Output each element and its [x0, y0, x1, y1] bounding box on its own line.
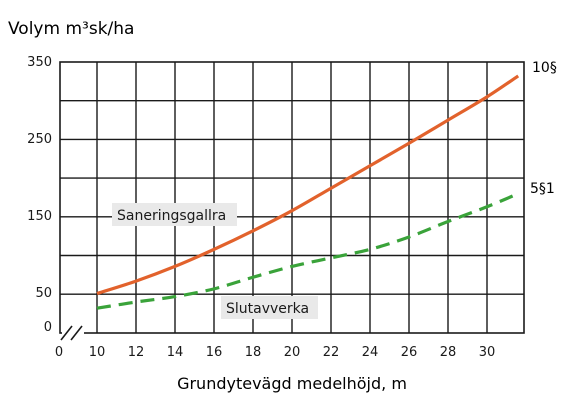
series-label-box-saneringsgallra	[112, 203, 237, 226]
label-layer: Volym m³sk/ha Grundytevägd medelhöjd, m …	[8, 19, 557, 393]
series-layer	[96, 74, 520, 310]
series-label-saneringsgallra: Saneringsgallra	[117, 208, 226, 224]
axis-break-stroke	[60, 325, 73, 341]
x-tick-label: 0	[55, 345, 63, 360]
y-tick-label: 250	[27, 132, 52, 147]
series-line-slutavverka	[96, 192, 519, 310]
x-tick-label: 12	[128, 345, 145, 360]
x-tick-label: 30	[479, 345, 496, 360]
y-tick-label: 50	[35, 286, 52, 301]
axis-break-gap	[62, 325, 84, 341]
series-line-saneringsgallra	[96, 74, 520, 296]
right-label-top: 10§	[532, 60, 557, 76]
x-tick-label: 14	[167, 345, 184, 360]
series-label-box-slutavverka	[221, 296, 318, 319]
tick-layer: 0 10 12 14 16 18 20 22 24 26 28 30 0 50 150 250 350	[27, 55, 495, 360]
grid	[59, 61, 525, 334]
y-axis-label: Volym m³sk/ha	[8, 19, 134, 39]
x-tick-label: 26	[401, 345, 418, 360]
x-tick-label: 22	[323, 345, 340, 360]
y-tick-label: 0	[44, 320, 52, 335]
x-tick-label: 10	[89, 345, 106, 360]
series-label-slutavverka: Slutavverka	[226, 301, 309, 317]
x-tick-label: 28	[440, 345, 457, 360]
y-tick-label: 350	[27, 55, 52, 70]
y-tick-label: 150	[27, 209, 52, 224]
axis-break-mark	[60, 325, 84, 341]
axis-break-stroke	[70, 325, 83, 341]
x-tick-label: 24	[362, 345, 379, 360]
x-tick-label: 18	[245, 345, 262, 360]
right-label-bottom: 5§1	[530, 181, 555, 197]
x-tick-label: 20	[284, 345, 301, 360]
x-tick-label: 16	[206, 345, 223, 360]
x-axis-label: Grundytevägd medelhöjd, m	[177, 374, 407, 393]
